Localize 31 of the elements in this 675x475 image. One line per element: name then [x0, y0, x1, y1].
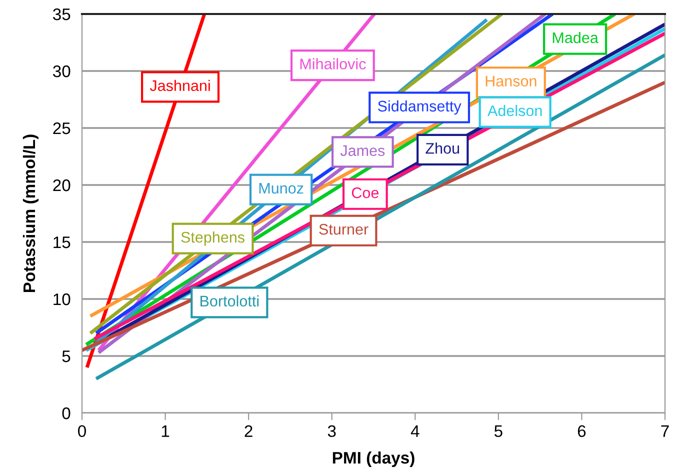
y-tick-label: 10	[54, 293, 70, 306]
y-tick-label: 25	[53, 122, 70, 134]
y-tick-label: 15	[54, 236, 70, 248]
y-tick-label: 30	[52, 65, 70, 78]
annotation: Stephens	[181, 231, 244, 246]
x-tick-label: 2	[244, 425, 252, 437]
x-tick-label: 3	[328, 425, 336, 438]
annotation: Coe	[352, 187, 379, 198]
x-tick-label: 5	[494, 425, 502, 438]
annotation: Jashnani	[150, 80, 210, 92]
annotation: Mihailovic	[300, 58, 366, 70]
y-axis-title: Potassium (mmol/L)	[22, 134, 38, 292]
annotation: Munoz	[259, 183, 304, 194]
y-tick-label: 5	[62, 350, 70, 362]
x-axis-title: PMI (days)	[332, 451, 414, 467]
x-tick-label: 7	[661, 425, 669, 437]
annotation: Siddamsetty	[378, 100, 462, 115]
y-tick-label: 0	[62, 407, 70, 420]
annotation: Madea	[552, 32, 598, 44]
annotation: Bortolotti	[200, 295, 259, 307]
annotation: Adelson	[488, 104, 542, 116]
y-tick-label: 35	[52, 8, 70, 20]
annotation: Sturner	[319, 224, 368, 235]
x-tick-label: 4	[410, 425, 420, 437]
y-tick-label: 20	[53, 179, 70, 192]
annotation: Hanson	[486, 76, 536, 86]
annotation: Zhou	[426, 142, 460, 154]
x-tick-label: 6	[578, 425, 586, 438]
x-tick-label: 1	[162, 425, 170, 437]
x-tick-label: 0	[78, 425, 86, 438]
annotation: James	[340, 145, 385, 156]
